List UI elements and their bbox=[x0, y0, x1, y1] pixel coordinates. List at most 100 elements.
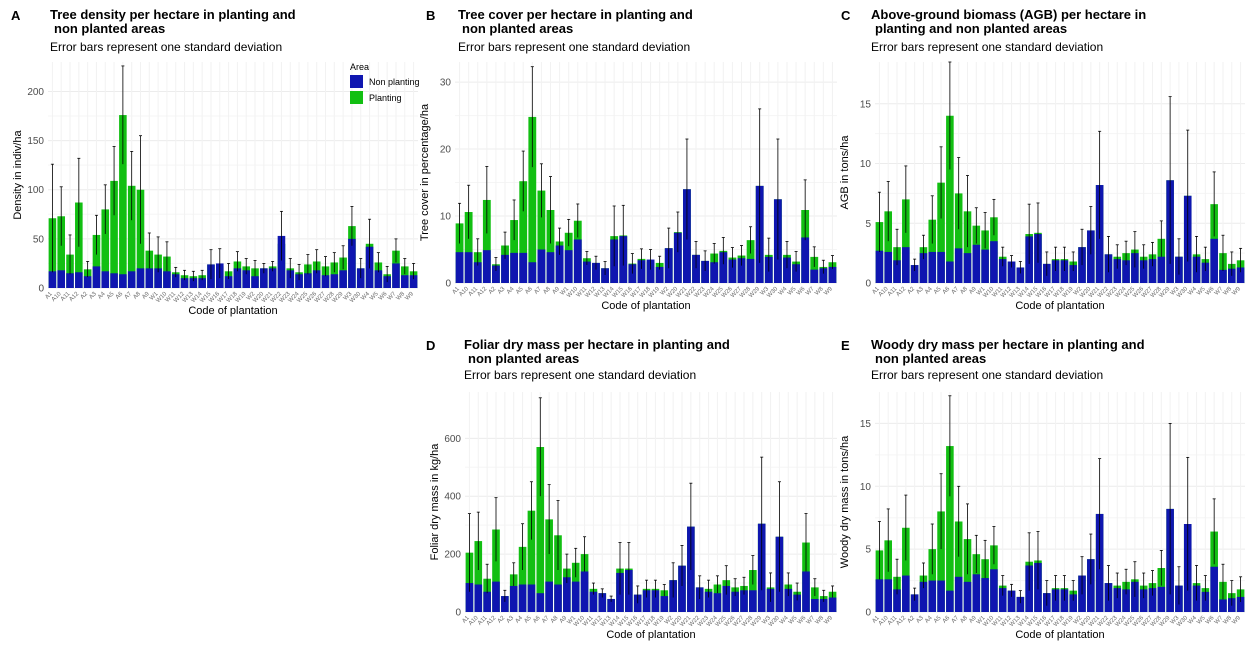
bar-non-planting bbox=[963, 253, 972, 283]
bar-non-planting bbox=[304, 273, 312, 288]
x-tick-label: W6 bbox=[1205, 615, 1216, 626]
panel-a: A Tree density per hectare in planting a… bbox=[0, 0, 420, 320]
x-tick-label: W3 bbox=[761, 615, 772, 626]
bar-non-planting bbox=[819, 268, 828, 283]
x-tick-label: A7 bbox=[541, 615, 551, 625]
y-axis-label: Foliar dry mass in kg/ha bbox=[429, 443, 441, 561]
bar-non-planting bbox=[1051, 589, 1060, 612]
x-tick-label: W2 bbox=[1073, 286, 1084, 297]
bar-non-planting bbox=[1113, 259, 1122, 283]
x-tick-label: W8 bbox=[396, 291, 407, 302]
panel-letter: A bbox=[11, 8, 21, 23]
bar-non-planting bbox=[492, 581, 500, 612]
x-tick-label: A3 bbox=[915, 615, 925, 625]
bar-non-planting bbox=[268, 268, 277, 288]
y-tick-label: 10 bbox=[860, 482, 872, 493]
x-tick-label: A4 bbox=[97, 291, 107, 301]
bar-non-planting bbox=[981, 578, 989, 612]
x-tick-label: W3 bbox=[1170, 615, 1181, 626]
bar-non-planting bbox=[673, 232, 682, 283]
bar-non-planting bbox=[1236, 267, 1245, 283]
bar-non-planting bbox=[589, 591, 598, 612]
bar-non-planting bbox=[409, 275, 418, 288]
bar-non-planting bbox=[740, 590, 748, 612]
x-tick-label: A11 bbox=[468, 286, 480, 298]
y-tick-label: 200 bbox=[444, 550, 461, 561]
x-tick-label: W1 bbox=[567, 615, 578, 626]
panel-letter: E bbox=[841, 338, 850, 353]
bar-non-planting bbox=[127, 271, 136, 288]
bar-non-planting bbox=[731, 591, 739, 612]
x-tick-label: A2 bbox=[80, 291, 90, 301]
x-tick-label: A8 bbox=[959, 615, 969, 625]
x-tick-label: A1 bbox=[871, 286, 881, 296]
panel-letter: C bbox=[841, 8, 851, 23]
bar-non-planting bbox=[555, 245, 564, 283]
x-tick-label: W8 bbox=[815, 615, 826, 626]
bar-non-planting bbox=[810, 269, 819, 283]
bar-non-planting bbox=[492, 265, 500, 283]
bar-non-planting bbox=[374, 270, 383, 288]
x-tick-label: W9 bbox=[1231, 286, 1242, 297]
x-tick-label: A2 bbox=[488, 286, 498, 296]
panel-c: C Above-ground biomass (AGB) per hectare… bbox=[835, 0, 1247, 320]
bar-non-planting bbox=[1201, 591, 1210, 612]
bar-planting bbox=[536, 447, 545, 612]
x-tick-label: W5 bbox=[1196, 286, 1207, 297]
y-tick-label: 0 bbox=[445, 279, 451, 290]
bar-non-planting bbox=[83, 276, 92, 288]
y-tick-label: 0 bbox=[455, 608, 461, 619]
y-axis-label: Tree cover in percentage/ha bbox=[419, 103, 431, 241]
x-axis-label: Code of plantation bbox=[1015, 300, 1104, 312]
bar-non-planting bbox=[1131, 253, 1139, 283]
x-tick-label: A11 bbox=[887, 615, 899, 627]
bar-non-planting bbox=[180, 278, 189, 288]
bar-planting bbox=[902, 527, 910, 612]
bar-non-planting bbox=[1069, 265, 1078, 283]
bar-non-planting bbox=[536, 593, 545, 612]
bar-non-planting bbox=[981, 249, 989, 283]
panel-subtitle: Error bars represent one standard deviat… bbox=[458, 40, 691, 54]
bar-non-planting bbox=[937, 580, 945, 612]
x-tick-label: A3 bbox=[497, 286, 507, 296]
x-tick-label: A9 bbox=[141, 291, 151, 301]
y-axis-label: Density in indiv/ha bbox=[12, 129, 24, 219]
bar-planting bbox=[101, 209, 110, 288]
bar-non-planting bbox=[928, 251, 937, 283]
bar-planting bbox=[937, 511, 945, 612]
y-tick-label: 5 bbox=[865, 219, 871, 230]
bar-planting bbox=[902, 199, 910, 283]
x-tick-label: W8 bbox=[1223, 615, 1234, 626]
x-tick-label: A7 bbox=[124, 291, 134, 301]
bar-non-planting bbox=[607, 598, 615, 612]
bar-planting bbox=[464, 212, 473, 283]
bar-planting bbox=[928, 549, 937, 612]
x-tick-label: A9 bbox=[559, 615, 569, 625]
x-tick-label: A6 bbox=[942, 286, 952, 296]
bar-planting bbox=[537, 190, 546, 283]
x-tick-label: W8 bbox=[1223, 286, 1234, 297]
bar-non-planting bbox=[1016, 596, 1025, 612]
legend-item-planting: Planting bbox=[350, 91, 420, 104]
bar-non-planting bbox=[1210, 238, 1218, 283]
bar-non-planting bbox=[1148, 259, 1157, 283]
x-tick-label: A5 bbox=[933, 615, 943, 625]
bar-non-planting bbox=[519, 252, 528, 283]
bar-non-planting bbox=[998, 588, 1007, 612]
bar-non-planting bbox=[501, 596, 509, 612]
x-tick-label: A7 bbox=[533, 286, 543, 296]
y-tick-label: 0 bbox=[865, 608, 871, 619]
bar-non-planting bbox=[383, 276, 391, 288]
bar-non-planting bbox=[919, 253, 928, 283]
bar-non-planting bbox=[998, 259, 1007, 283]
legend: Area Non planting Planting bbox=[350, 62, 420, 107]
bar-planting bbox=[119, 115, 127, 288]
x-tick-label: A2 bbox=[907, 286, 917, 296]
x-tick-label: A7 bbox=[951, 615, 961, 625]
y-tick-label: 20 bbox=[440, 145, 452, 156]
bar-non-planting bbox=[972, 574, 981, 612]
bar-non-planting bbox=[910, 594, 919, 612]
y-tick-label: 0 bbox=[865, 279, 871, 290]
bar-planting bbox=[963, 539, 972, 612]
bar-non-planting bbox=[802, 571, 810, 612]
